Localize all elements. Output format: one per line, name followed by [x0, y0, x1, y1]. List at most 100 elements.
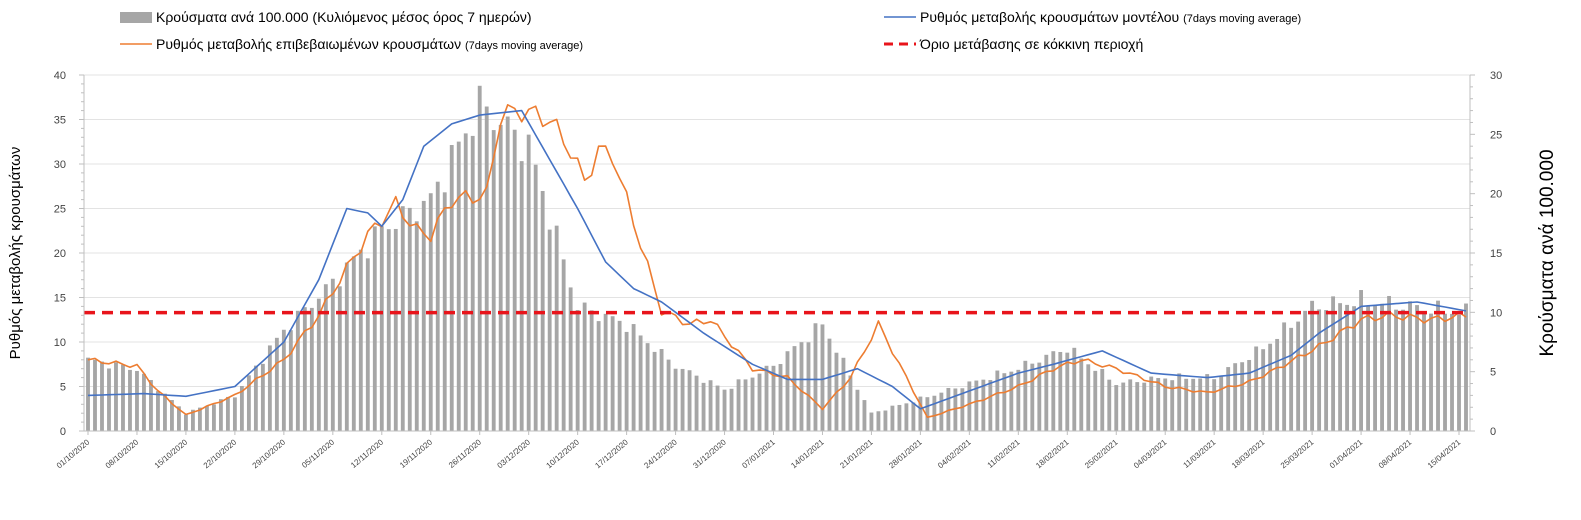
bar: [1226, 367, 1231, 431]
bar: [1051, 351, 1056, 431]
bar: [1429, 313, 1433, 431]
x-tick-label: 03/12/2020: [496, 437, 533, 470]
x-tick-label: 31/12/2020: [691, 437, 728, 470]
y2-tick-label: 5: [1490, 367, 1496, 379]
bar: [1100, 368, 1105, 431]
legend-label-model: Ρυθμός μεταβολής κρουσμάτων μοντέλου (7d…: [920, 9, 1301, 25]
bar: [1387, 295, 1391, 431]
bar: [323, 284, 328, 431]
bar: [897, 404, 902, 431]
bar: [1394, 309, 1398, 431]
bar: [526, 134, 531, 431]
bar: [750, 377, 755, 431]
x-tick-label: 12/11/2020: [349, 437, 385, 470]
bar: [799, 342, 804, 431]
bar: [295, 310, 300, 431]
bar: [1135, 382, 1140, 431]
bar: [694, 375, 699, 431]
bar: [1464, 303, 1468, 431]
bar: [1093, 370, 1098, 431]
bar: [813, 323, 818, 431]
x-tick-label: 17/12/2020: [593, 437, 630, 470]
y-tick-label: 40: [54, 70, 66, 82]
bar: [1170, 380, 1175, 431]
bar: [114, 362, 118, 431]
bar: [764, 365, 769, 431]
bar: [708, 380, 713, 431]
bar: [1282, 322, 1287, 431]
bar: [149, 380, 153, 431]
bar: [477, 85, 482, 432]
x-tick-label: 11/02/2021: [986, 437, 1022, 470]
x-tick-label: 01/04/2021: [1328, 437, 1365, 470]
bar: [1247, 359, 1252, 431]
bar: [1380, 303, 1384, 431]
bar: [142, 373, 146, 431]
bar: [659, 348, 664, 431]
x-tick-label: 10/12/2020: [544, 437, 581, 470]
legend-label-model-main: Ρυθμός μεταβολής κρουσμάτων μοντέλου: [920, 9, 1179, 25]
bar: [470, 135, 475, 431]
x-tick-label: 25/02/2021: [1083, 437, 1120, 470]
bar: [624, 331, 629, 431]
bar: [1366, 305, 1370, 431]
bar: [582, 302, 587, 431]
series-line: [87, 104, 1467, 419]
bar: [645, 343, 650, 431]
bar: [1184, 378, 1189, 431]
bar: [107, 368, 111, 431]
bar: [1408, 301, 1412, 431]
y-tick-label: 30: [54, 159, 66, 171]
bar: [344, 262, 349, 431]
x-tick-label: 04/03/2021: [1132, 437, 1169, 470]
x-tick-label: 11/03/2021: [1181, 437, 1217, 470]
bar: [1233, 363, 1238, 431]
bar: [135, 370, 139, 431]
y-tick-label: 20: [54, 248, 66, 260]
bar: [820, 324, 825, 431]
bar: [1044, 354, 1049, 431]
bar: [386, 229, 391, 431]
bar: [911, 402, 916, 431]
y2-tick-label: 20: [1490, 189, 1502, 201]
bar: [1422, 311, 1426, 431]
bar: [351, 256, 356, 431]
bar: [456, 141, 461, 431]
bar: [1058, 351, 1063, 431]
bar: [309, 307, 314, 431]
x-tick-label: 07/01/2021: [740, 437, 777, 470]
bar: [121, 364, 125, 431]
bar: [435, 181, 440, 431]
bar: [1205, 374, 1210, 431]
legend-swatch-bars: [120, 12, 152, 23]
bar: [407, 207, 412, 431]
bar: [981, 379, 986, 431]
bar: [673, 368, 678, 431]
y-tick-label: 5: [60, 382, 66, 394]
bar: [743, 379, 748, 431]
bar: [841, 357, 846, 431]
bar: [267, 345, 272, 431]
y2-axis-ticks: 0 5 10 15 20 25 30: [1490, 70, 1502, 438]
bar: [533, 164, 538, 431]
bar: [687, 370, 692, 431]
bar: [1261, 349, 1266, 431]
bar: [372, 226, 377, 431]
bar: [715, 385, 720, 431]
legend-label-confirmed: Ρυθμός μεταβολής επιβεβαιωμένων κρουσμάτ…: [156, 36, 583, 52]
bar: [1142, 382, 1147, 431]
legend: Κρούσματα ανά 100.000 (Κυλιόμενος μέσος …: [120, 9, 1301, 52]
bar: [1310, 300, 1315, 431]
bar: [1268, 343, 1273, 431]
series-line: [87, 109, 1467, 410]
bar: [652, 351, 657, 431]
bar: [960, 388, 965, 431]
bar: [869, 412, 874, 431]
bar: [729, 388, 734, 431]
x-tick-label: 01/10/2020: [55, 437, 92, 470]
bar: [316, 298, 321, 431]
bar: [988, 380, 993, 431]
y-tick-label: 10: [54, 337, 66, 349]
x-tick-label: 26/11/2020: [447, 437, 483, 470]
